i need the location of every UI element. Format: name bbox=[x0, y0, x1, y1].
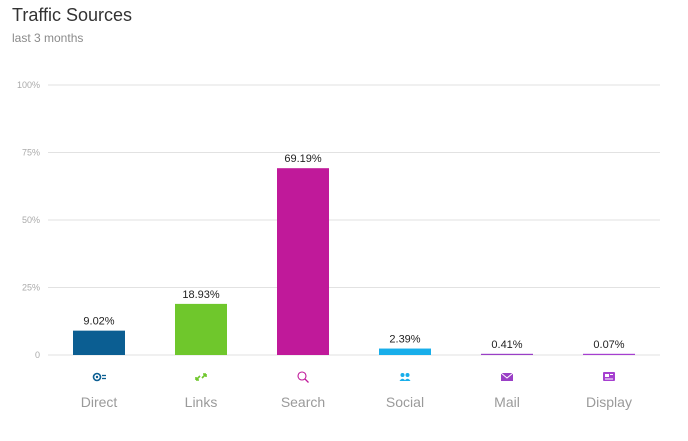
chart-title: Traffic Sources bbox=[12, 5, 133, 25]
bar-links bbox=[175, 303, 227, 355]
y-tick-label: 25% bbox=[22, 283, 40, 293]
bar-display bbox=[583, 353, 635, 355]
category-label-links: Links bbox=[185, 394, 218, 410]
links-icon bbox=[195, 373, 207, 381]
value-label-search: 69.19% bbox=[284, 153, 322, 165]
value-label-direct: 9.02% bbox=[83, 316, 114, 328]
y-tick-label: 100% bbox=[17, 80, 40, 90]
search-icon bbox=[297, 371, 309, 383]
bars-layer bbox=[73, 168, 635, 355]
y-tick-label: 50% bbox=[22, 215, 40, 225]
bar-direct bbox=[73, 330, 125, 355]
y-tick-label: 75% bbox=[22, 148, 40, 158]
category-label-mail: Mail bbox=[494, 394, 520, 410]
y-tick-label: 0 bbox=[35, 350, 40, 360]
chart-subtitle: last 3 months bbox=[12, 31, 84, 45]
labels-layer: 9.02% Direct 18.93% Links 69.19% Search 2.39% S… bbox=[81, 153, 632, 410]
social-icon bbox=[399, 373, 411, 381]
mail-icon bbox=[500, 372, 514, 381]
value-label-links: 18.93% bbox=[182, 289, 220, 301]
category-label-search: Search bbox=[281, 394, 325, 410]
icons-layer bbox=[92, 371, 615, 383]
category-label-direct: Direct bbox=[81, 394, 118, 410]
display-icon bbox=[603, 372, 615, 381]
bar-social bbox=[379, 348, 431, 355]
category-label-display: Display bbox=[586, 394, 632, 410]
value-label-mail: 0.41% bbox=[491, 339, 522, 351]
value-label-display: 0.07% bbox=[593, 339, 624, 351]
value-label-social: 2.39% bbox=[389, 334, 420, 346]
bar-search bbox=[277, 168, 329, 355]
bar-mail bbox=[481, 353, 533, 355]
direct-icon bbox=[92, 372, 106, 382]
grid-layer: 0 25% 50% 75% 100% bbox=[17, 80, 660, 360]
category-label-social: Social bbox=[386, 394, 424, 410]
